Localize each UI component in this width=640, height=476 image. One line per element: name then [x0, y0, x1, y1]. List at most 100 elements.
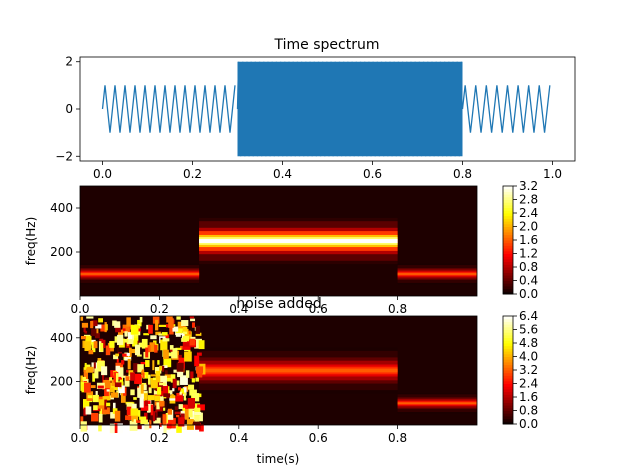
noise-patch [122, 374, 129, 377]
noise-patch [102, 396, 111, 401]
noise-patch [85, 406, 92, 415]
noise-patch [111, 379, 118, 387]
colorbar-swatch [503, 194, 513, 198]
colorbar-tick-label: 2.4 [519, 206, 538, 220]
colorbar-tick-label: 2.0 [519, 220, 538, 234]
colorbar-swatch [503, 391, 513, 395]
noise-patch [195, 332, 202, 336]
noise-patch [137, 340, 140, 344]
noise-patch [126, 352, 130, 356]
noise-patch [155, 382, 164, 392]
time-x-tick-label: 1.0 [543, 167, 562, 181]
spectrogram-x-tick-label: 0.8 [388, 302, 407, 316]
colorbar-swatch [503, 405, 513, 409]
noise-patch [162, 365, 165, 372]
noise-patch [163, 358, 172, 368]
noise-patch [184, 408, 189, 420]
noise-patch [188, 330, 191, 335]
noise-patch [185, 395, 192, 399]
noise-patch [182, 335, 189, 342]
noise-patch [152, 377, 156, 381]
noise-patch [133, 334, 139, 342]
noise-patch [180, 345, 183, 350]
heatmap-band-level [199, 368, 398, 373]
noise-patch [194, 338, 202, 349]
colorbar-tick-label: 4.8 [519, 336, 538, 350]
spectrogram-y-tick-label: 200 [50, 245, 73, 259]
noise-patch [144, 422, 150, 430]
colorbar-swatch [503, 196, 513, 200]
noise-patch [115, 375, 122, 380]
noise-patch [163, 407, 166, 411]
noise-patch [127, 358, 131, 370]
noise-patch [171, 394, 174, 398]
noise-patch [184, 331, 192, 340]
noise-patch [167, 408, 173, 415]
noise-patch [86, 398, 93, 402]
noise-patch [187, 398, 196, 409]
noise-patch [120, 391, 126, 403]
noise-patch [146, 380, 150, 391]
colorbar-tick-label: 1.2 [519, 247, 538, 261]
noise-patch [149, 342, 156, 352]
noise-patch [181, 332, 187, 340]
colorbar-swatch [503, 351, 513, 355]
noise-patch [176, 362, 184, 372]
noise-patch [114, 321, 121, 328]
noise-patch [98, 399, 107, 408]
noise-patch [199, 424, 204, 432]
noise-patch [156, 402, 160, 410]
noise-patch [126, 317, 131, 327]
noise-patch [155, 370, 161, 379]
noise-patch [176, 316, 181, 320]
noise-patch [140, 419, 148, 425]
noise-patch [176, 392, 183, 399]
colorbar-swatch [503, 359, 513, 363]
noise-patch [189, 316, 195, 319]
noise-heatmap [80, 316, 477, 434]
noise-patch [183, 331, 188, 335]
colorbar-swatch [503, 288, 513, 292]
noise-patch [190, 371, 194, 379]
time-x-tick-label: 0.0 [93, 167, 112, 181]
noise-patch [172, 388, 175, 392]
noise-x-tick-label: 0.8 [388, 431, 407, 445]
noise-patch [158, 333, 166, 336]
spectrogram-x-ticks: 0.0 0.2 0.4 0.6 0.8 [70, 296, 407, 316]
noise-patch [160, 339, 168, 351]
noise-patch [130, 324, 139, 335]
noise-patch [80, 375, 83, 383]
noise-patch [130, 349, 137, 354]
noise-patch [84, 341, 91, 352]
colorbar-swatch [503, 221, 513, 225]
colorbar-swatch [503, 204, 513, 209]
noise-ylabel: freq(Hz) [24, 346, 38, 395]
noise-y-tick-label: 400 [50, 331, 73, 345]
noise-patch [130, 408, 139, 416]
spectrogram-x-tick-label: 0.0 [70, 302, 89, 316]
panel-noise-added: noise added 0.0 0.2 0.4 0.6 0.8 200 400 freq(… [24, 296, 538, 466]
noise-x-tick-label: 0.2 [150, 431, 169, 445]
noise-patch [157, 386, 162, 395]
noise-patch [80, 335, 87, 340]
noise-patch [164, 377, 173, 382]
noise-patch [109, 377, 112, 381]
signal-segment [101, 85, 236, 133]
noise-patch [102, 373, 105, 383]
noise-patch [108, 387, 111, 397]
noise-patch [164, 402, 167, 410]
noise-patch [177, 321, 184, 330]
colorbar-swatch [503, 364, 513, 368]
noise-y-ticks: 200 400 [50, 331, 80, 388]
noise-patch [116, 358, 119, 363]
colorbar-swatch [503, 372, 513, 376]
noise-patch [176, 380, 180, 386]
noise-patch [106, 389, 110, 392]
noise-patch [94, 368, 99, 379]
noise-patch [169, 349, 173, 352]
noise-colorbar: 0.00.81.62.43.24.04.85.66.4 [502, 309, 538, 431]
colorbar-swatch [503, 383, 513, 387]
noise-patch [125, 415, 132, 421]
noise-patch [148, 374, 151, 385]
